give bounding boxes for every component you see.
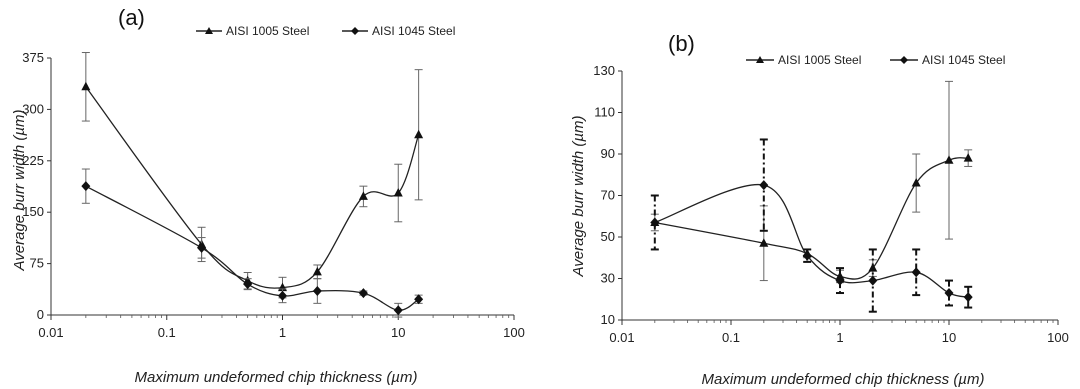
y-tick-label: 90 [601, 146, 615, 161]
series-line-1045 [85, 185, 419, 311]
x-tick-label: 0.01 [38, 325, 63, 340]
data-point-triangle [963, 153, 973, 162]
panel-a-xlabel: Maximum undeformed chip thickness (µm) [135, 369, 418, 386]
data-point-diamond [358, 288, 368, 299]
legend-1005-label: AISI 1005 Steel [778, 53, 861, 67]
data-point-triangle [358, 191, 368, 200]
x-tick-label: 0.1 [722, 330, 740, 345]
panel-b-xlabel: Maximum undeformed chip thickness (µm) [702, 371, 985, 388]
x-tick-label: 1 [836, 330, 843, 345]
x-tick-label: 100 [503, 325, 525, 340]
panel-a-ylabel: Average burr width (µm) [11, 110, 28, 272]
panel-b-plot [650, 80, 973, 313]
data-point-diamond [802, 250, 812, 261]
legend-1005-triangle-icon [756, 56, 764, 63]
data-point-diamond [393, 305, 403, 316]
y-tick-label: 375 [22, 50, 44, 65]
series-line-1045 [654, 183, 969, 298]
data-point-diamond [312, 286, 322, 297]
data-point-diamond [197, 242, 207, 253]
y-tick-label: 10 [601, 312, 615, 327]
data-point-triangle [944, 155, 954, 164]
panel-b-ylabel: Average burr width (µm) [570, 116, 587, 278]
y-tick-label: 150 [22, 204, 44, 219]
data-point-triangle [911, 178, 921, 187]
data-point-diamond [759, 180, 769, 191]
y-tick-label: 0 [37, 307, 44, 322]
data-point-diamond [868, 275, 878, 286]
y-tick-label: 75 [30, 256, 44, 271]
x-tick-label: 0.1 [158, 325, 176, 340]
panel-b-legend: AISI 1005 Steel AISI 1045 Steel [746, 53, 1005, 67]
panel-a-legend: AISI 1005 Steel AISI 1045 Steel [196, 24, 455, 38]
y-tick-label: 130 [593, 63, 615, 78]
legend-1045-diamond-icon [351, 27, 359, 35]
y-tick-label: 300 [22, 101, 44, 116]
data-point-diamond [414, 294, 424, 305]
data-point-triangle [414, 129, 424, 139]
panel-a: (a) 0 75 150 225 300 375 0.01 0.1 1 10 100 AISI 10… [11, 5, 525, 386]
y-tick-label: 70 [601, 188, 615, 203]
data-point-diamond [963, 292, 973, 303]
panel-a-axes: 0 75 150 225 300 375 0.01 0.1 1 10 100 [22, 50, 525, 340]
panel-a-plot [81, 52, 424, 318]
x-tick-label: 10 [942, 330, 956, 345]
y-tick-label: 225 [22, 153, 44, 168]
legend-1045-diamond-icon [900, 56, 908, 64]
x-tick-label: 10 [391, 325, 405, 340]
x-tick-label: 100 [1047, 330, 1069, 345]
data-point-diamond [243, 279, 253, 290]
panel-b-label: (b) [668, 31, 695, 56]
y-tick-label: 50 [601, 229, 615, 244]
legend-1045-label: AISI 1045 Steel [922, 53, 1005, 67]
data-point-triangle [312, 266, 322, 276]
data-point-triangle [759, 238, 769, 247]
data-point-triangle [393, 188, 403, 197]
data-point-diamond [278, 290, 287, 301]
legend-1045-label: AISI 1045 Steel [372, 24, 455, 38]
series-line-1005 [85, 86, 420, 289]
data-point-diamond [911, 267, 921, 278]
data-point-triangle [81, 81, 91, 91]
y-tick-label: 30 [601, 271, 615, 286]
x-tick-label: 1 [279, 325, 286, 340]
data-point-diamond [944, 288, 954, 299]
y-tick-label: 110 [594, 105, 615, 120]
data-point-diamond [650, 217, 660, 228]
panel-a-label: (a) [118, 5, 145, 30]
legend-1005-triangle-icon [205, 27, 213, 34]
data-point-diamond [81, 181, 91, 192]
data-point-diamond [835, 275, 845, 286]
x-tick-label: 0.01 [609, 330, 634, 345]
legend-1005-label: AISI 1005 Steel [226, 24, 309, 38]
